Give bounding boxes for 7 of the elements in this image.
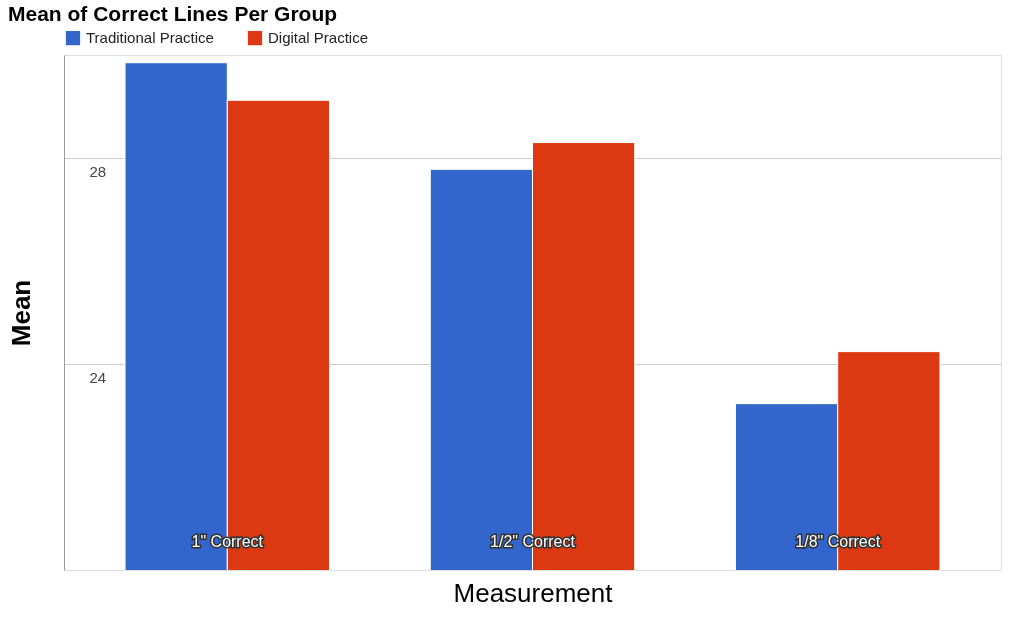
legend-label: Traditional Practice: [86, 29, 214, 47]
x-axis-title: Measurement: [453, 577, 614, 608]
chart-title: Mean of Correct Lines Per Group: [8, 2, 338, 25]
y-tick-label: 28: [89, 162, 107, 180]
legend-label: Digital Practice: [268, 29, 369, 47]
y-tick-label: 24: [89, 368, 107, 386]
y-axis-title: Mean: [5, 279, 36, 347]
